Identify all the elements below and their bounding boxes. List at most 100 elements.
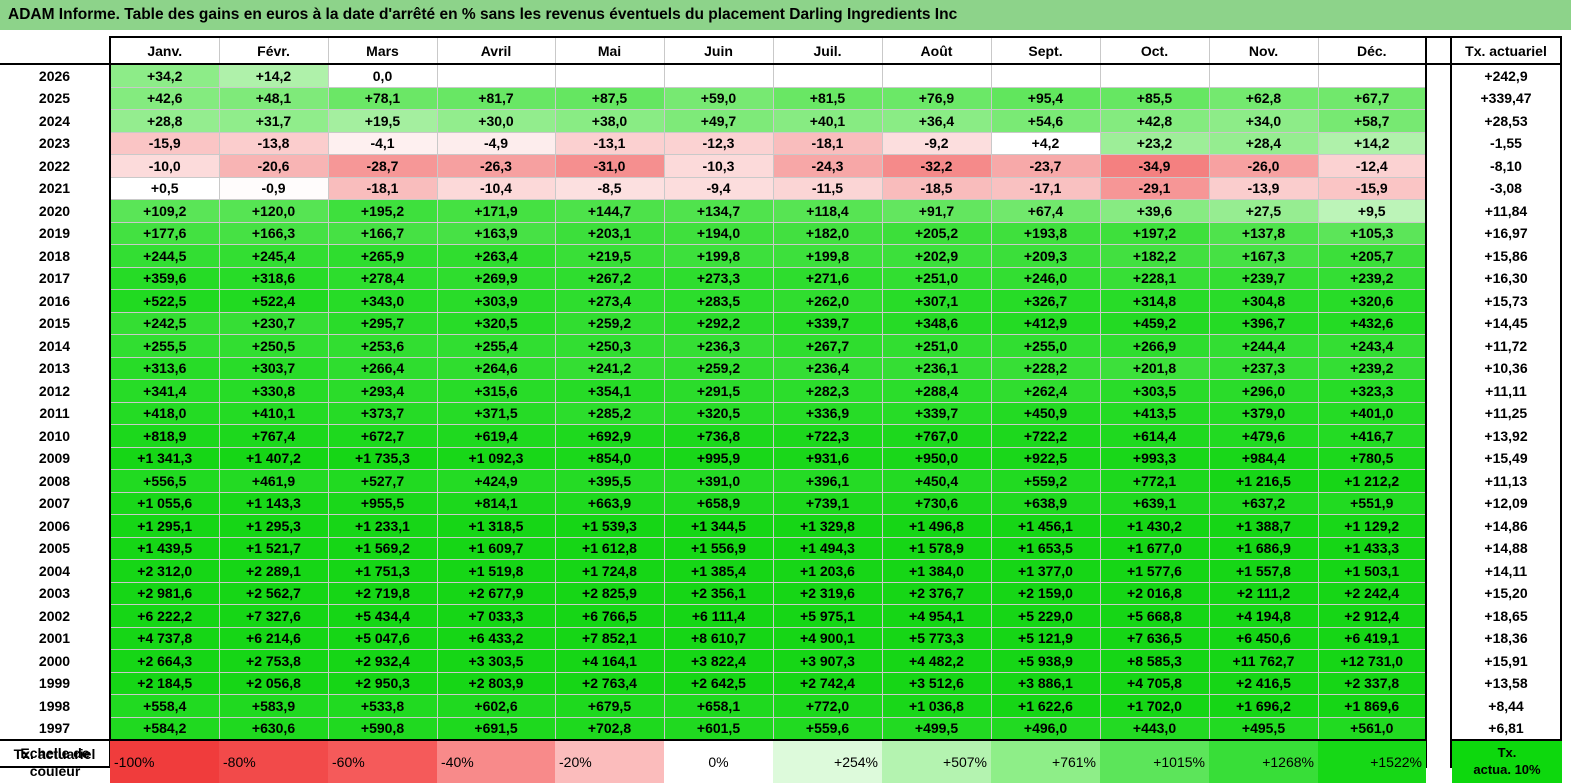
gain-cell: +293,4	[327, 379, 438, 403]
month-header: Nov.	[1208, 36, 1319, 65]
spacer	[1426, 582, 1451, 605]
gain-cell: +722,3	[772, 424, 883, 448]
tx-actuariel-cell: +11,25	[1450, 402, 1562, 425]
gain-cell: +1 503,1	[1317, 559, 1427, 583]
gain-cell: +271,6	[772, 266, 883, 290]
gain-cell: +1 577,6	[1099, 559, 1210, 583]
spacer	[1426, 514, 1451, 537]
gain-cell: +54,6	[990, 109, 1101, 133]
gain-cell: +4 900,1	[772, 626, 883, 650]
gain-cell: -12,3	[663, 131, 774, 155]
spacer	[1426, 492, 1451, 515]
gain-cell: +236,3	[663, 334, 774, 358]
gain-cell: +418,0	[109, 401, 220, 425]
header-row: Janv. Févr. Mars Avril Mai Juin Juil. Août Sept.…	[0, 36, 1562, 65]
gain-cell: +267,7	[772, 334, 883, 358]
gain-cell	[663, 63, 774, 88]
gain-cell: +1 055,6	[109, 491, 220, 515]
gain-cell: +42,6	[109, 86, 220, 110]
year-label: 2019	[0, 222, 111, 245]
gain-cell: +396,7	[1208, 311, 1319, 335]
gain-cell: +1 612,8	[554, 536, 665, 560]
year-label: 2009	[0, 447, 111, 470]
gain-cell: +663,9	[554, 491, 665, 515]
gain-cell: +459,2	[1099, 311, 1210, 335]
gain-cell: +318,6	[218, 266, 329, 290]
gain-cell: +219,5	[554, 244, 665, 268]
spacer	[1426, 627, 1451, 650]
gain-cell: +5 434,4	[327, 604, 438, 628]
gain-cell: +244,5	[109, 244, 220, 268]
spacer	[1426, 244, 1451, 267]
gain-cell: +259,2	[554, 311, 665, 335]
gain-cell: +395,5	[554, 469, 665, 493]
gain-cell: +195,2	[327, 199, 438, 223]
year-label: 1998	[0, 694, 111, 717]
gain-cell: +171,9	[436, 199, 556, 223]
gain-cell: +31,7	[218, 109, 329, 133]
table-row: 2005 +1 439,5 +1 521,7 +1 569,2 +1 609,7 +1 6…	[0, 536, 1562, 560]
gain-cell	[1317, 63, 1427, 88]
gain-cell: +1 557,8	[1208, 559, 1319, 583]
gain-cell: +619,4	[436, 424, 556, 448]
table-row: 2006 +1 295,1 +1 295,3 +1 233,1 +1 318,5 +1 5…	[0, 514, 1562, 538]
spacer	[1426, 424, 1451, 447]
gain-cell: +359,6	[109, 266, 220, 290]
tx-actuariel-cell: +14,88	[1450, 537, 1562, 560]
gain-cell: +241,2	[554, 356, 665, 380]
tx-actuariel-cell: +8,44	[1450, 694, 1562, 717]
year-label: 2016	[0, 289, 111, 312]
gain-cell: +6 214,6	[218, 626, 329, 650]
gain-cell: +5 938,9	[990, 649, 1101, 673]
gain-cell: +691,5	[436, 716, 556, 741]
gain-cell: +5 668,8	[1099, 604, 1210, 628]
gain-cell: +1 494,3	[772, 536, 883, 560]
color-scale-tx-swatch: Tx. actua. 10%	[1452, 741, 1562, 783]
year-label: 1999	[0, 672, 111, 695]
gain-cell: -18,1	[772, 131, 883, 155]
gain-cell: +412,9	[990, 311, 1101, 335]
gain-cell: +36,4	[881, 109, 992, 133]
tx-actuariel-cell: +18,65	[1450, 604, 1562, 627]
month-header: Août	[881, 36, 992, 65]
gain-cell: +253,6	[327, 334, 438, 358]
gain-cell: +630,6	[218, 716, 329, 741]
gain-cell: +931,6	[772, 446, 883, 470]
gain-cell: +323,3	[1317, 379, 1427, 403]
tx-actuariel-cell: +15,86	[1450, 244, 1562, 267]
gain-cell: +416,7	[1317, 424, 1427, 448]
gain-cell: -4,9	[436, 131, 556, 155]
gain-cell: +137,8	[1208, 221, 1319, 245]
gain-cell: -32,2	[881, 154, 992, 178]
gain-cell: +38,0	[554, 109, 665, 133]
color-scale-swatch: +761%	[991, 741, 1100, 783]
gain-cell: +263,4	[436, 244, 556, 268]
gain-cell: +303,7	[218, 356, 329, 380]
gain-cell: +166,3	[218, 221, 329, 245]
gain-cell: -31,0	[554, 154, 665, 178]
month-header: Avril	[436, 36, 556, 65]
gain-cell: +330,8	[218, 379, 329, 403]
gain-cell: +199,8	[772, 244, 883, 268]
tx-actuariel-cell: +13,92	[1450, 424, 1562, 447]
gain-cell: +602,6	[436, 694, 556, 718]
gain-cell: +950,0	[881, 446, 992, 470]
gain-cell: +201,8	[1099, 356, 1210, 380]
gain-cell: +292,2	[663, 311, 774, 335]
gain-cell: +320,5	[663, 401, 774, 425]
gain-cell: +1 212,2	[1317, 469, 1427, 493]
spacer	[1426, 357, 1451, 380]
gain-cell: +30,0	[436, 109, 556, 133]
gain-cell: +11 762,7	[1208, 649, 1319, 673]
gain-cell: +6 111,4	[663, 604, 774, 628]
gain-cell: +1 388,7	[1208, 514, 1319, 538]
gain-cell: +551,9	[1317, 491, 1427, 515]
gain-cell: +2 719,8	[327, 581, 438, 605]
gain-cell: +1 341,3	[109, 446, 220, 470]
gain-cell: +243,4	[1317, 334, 1427, 358]
gain-cell: +1 677,0	[1099, 536, 1210, 560]
table-row: 2008 +556,5 +461,9 +527,7 +424,9 +395,5 +391,0…	[0, 469, 1562, 493]
gain-cell: +8 585,3	[1099, 649, 1210, 673]
gain-cell: +182,0	[772, 221, 883, 245]
gain-cell: +6 222,2	[109, 604, 220, 628]
